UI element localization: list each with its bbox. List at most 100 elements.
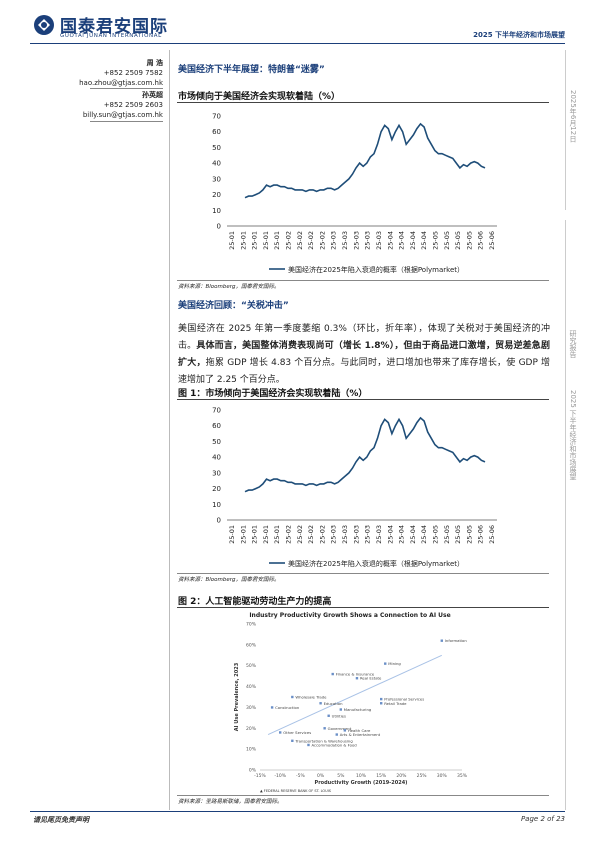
y-tick-label: 30 [212, 469, 221, 477]
x-tick-label: 25-06 [488, 525, 496, 544]
y-tick-label: 60% [246, 642, 257, 648]
scatter-title: Industry Productivity Growth Shows a Con… [249, 612, 450, 619]
point-label: Manufacturing [344, 707, 372, 712]
contact-divider [90, 121, 163, 122]
x-tick-label: 25-05 [454, 231, 462, 250]
x-tick-label: 25-01 [228, 231, 236, 250]
chart-credit: ▲ FEDERAL RESERVE BANK OF ST. LOUIS [260, 789, 332, 793]
y-tick-label: 20 [212, 485, 221, 493]
source-note-2: 资料来源：Bloomberg，国泰君安国际。 [178, 577, 280, 583]
legend-label: 美国经济在2025年陷入衰退的概率（根据Polymarket） [288, 559, 464, 568]
x-tick-label: -15% [254, 773, 266, 779]
point-label: Wholesale Trade [295, 695, 327, 700]
x-tick-label: 25-02 [307, 231, 315, 250]
paragraph-sentence-2-bold: 具体而言，美国整体消费表现尚可（增长 1.8%），但由于商品进口激增，贸易逆差急… [178, 341, 550, 368]
y-tick-label: 50 [212, 438, 221, 446]
series-line [244, 416, 486, 493]
x-tick-label: -10% [274, 773, 286, 779]
column-divider [169, 50, 170, 810]
company-name-en: GUOTAI JUNAN INTERNATIONAL [60, 33, 162, 39]
y-tick-label: 40 [212, 160, 221, 168]
x-tick-label: 25% [417, 773, 428, 779]
figure1-title-rule [177, 399, 549, 400]
company-name-cn: 国泰君安国际 [60, 17, 168, 37]
right-margin-rule [565, 220, 566, 810]
scatter-point [319, 702, 322, 705]
point-label: Utilities [332, 713, 346, 718]
scatter-point [384, 662, 387, 665]
disclaimer-link[interactable]: 请见尾页免责声明 [33, 816, 89, 824]
y-tick-label: 10 [212, 207, 221, 215]
company-logo-icon [34, 15, 54, 35]
y-tick-label: 20 [212, 191, 221, 199]
contact-block-2: 孙英超 +852 2509 2603 billy.sun@gtjas.com.h… [83, 90, 163, 120]
x-tick-label: 25-03 [352, 231, 360, 250]
x-tick-label: 25-05 [443, 525, 451, 544]
x-tick-label: 25-03 [375, 231, 383, 250]
source-note-3: 资料来源：圣路易斯联储，国泰君安国际。 [178, 799, 283, 805]
x-tick-label: 25-04 [386, 231, 394, 250]
y-tick-label: 20% [246, 726, 257, 732]
x-tick-label: 25-02 [307, 525, 315, 544]
point-label: Mining [388, 661, 401, 666]
x-tick-label: 25-03 [341, 231, 349, 250]
figure2-title: 图 2：人工智能驱动劳动生产力的提高 [178, 597, 332, 607]
header-divider [30, 43, 565, 44]
x-tick-label: 0% [317, 773, 325, 779]
body-paragraph: 美国经济在 2025 年第一季度萎缩 0.3%（环比，折年率），体现了关税对于美… [178, 321, 550, 389]
point-label: Government [328, 726, 352, 731]
scatter-point [307, 743, 310, 747]
scatter-point [270, 706, 274, 709]
scatter-point [440, 639, 443, 642]
x-tick-label: 25-03 [375, 525, 383, 544]
x-tick-label: 25-05 [465, 231, 473, 250]
scatter-point [327, 714, 330, 717]
y-tick-label: 0 [217, 223, 221, 231]
y-tick-label: 60 [212, 422, 221, 430]
margin-date: 2025年6月12日 [569, 90, 577, 143]
paragraph-sentence-3: 拖累 GDP 增长 4.83 个百分点。与此同时，进口增加也带来了库存增长，使 … [178, 358, 550, 385]
scatter-point [291, 739, 294, 742]
scatter-point [380, 702, 383, 705]
x-tick-label: -5% [296, 773, 305, 779]
series-line [244, 122, 486, 199]
x-tick-label: 25-06 [477, 231, 485, 250]
analyst-email[interactable]: hao.zhou@gtjas.com.hk [79, 79, 163, 87]
source-rule [177, 795, 549, 796]
x-tick-label: 25-01 [251, 231, 259, 250]
scatter-point [331, 672, 334, 676]
chart-background [230, 610, 470, 795]
x-tick-label: 25-02 [318, 525, 326, 544]
scatter-point [339, 708, 342, 711]
point-label: Health Care [348, 728, 371, 733]
source-rule [177, 280, 549, 281]
y-tick-label: 70 [212, 113, 221, 121]
x-tick-label: 25-04 [398, 525, 406, 544]
x-tick-label: 25-02 [296, 525, 304, 544]
point-label: Transportation & Warehousing [294, 738, 353, 743]
x-tick-label: 25-06 [488, 231, 496, 250]
x-tick-label: 25-05 [443, 231, 451, 250]
contact-divider [90, 88, 163, 89]
x-tick-label: 35% [457, 773, 468, 779]
y-tick-label: 10% [246, 747, 257, 753]
x-tick-label: 25-05 [465, 525, 473, 544]
x-tick-label: 25-01 [262, 525, 270, 544]
x-tick-label: 25-06 [477, 525, 485, 544]
analyst-phone: +852 2509 7582 [103, 69, 163, 77]
scatter-chart: Industry Productivity Growth Shows a Con… [230, 610, 470, 795]
trend-line [267, 654, 443, 735]
scatter-point [279, 731, 282, 734]
y-tick-label: 70 [212, 407, 221, 415]
y-tick-label: 0% [249, 768, 257, 774]
scatter-point [343, 729, 347, 732]
analyst-email[interactable]: billy.sun@gtjas.com.hk [82, 111, 163, 119]
x-tick-label: 30% [437, 773, 448, 779]
source-rule [177, 573, 549, 574]
scatter-point [335, 733, 338, 736]
footer-divider [30, 811, 565, 812]
x-tick-label: 25-04 [420, 231, 428, 250]
x-tick-label: 25-03 [364, 231, 372, 250]
y-tick-label: 40% [246, 684, 257, 690]
